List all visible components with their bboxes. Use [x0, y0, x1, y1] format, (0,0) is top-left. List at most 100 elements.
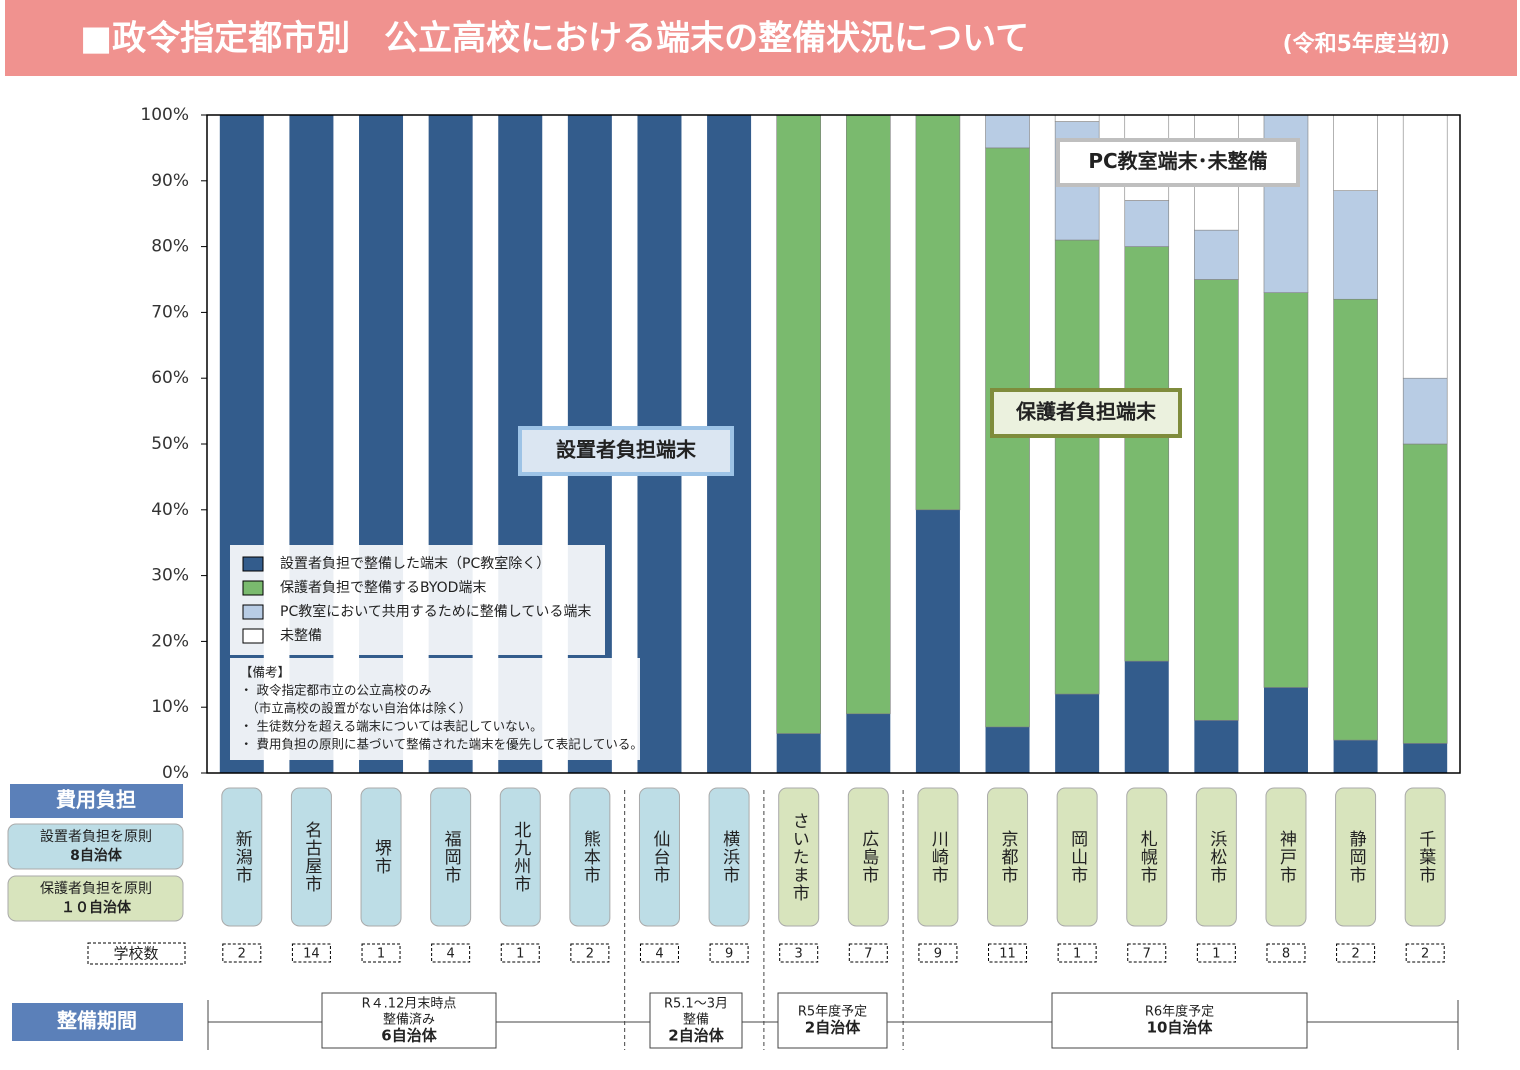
bar-segment [1333, 190, 1378, 300]
period-label: 整備 [683, 1012, 709, 1028]
city-box [499, 787, 541, 927]
x-tick-label: 川崎市 [928, 830, 949, 884]
x-tick-label: 千葉市 [1415, 830, 1436, 884]
y-tick-label: 100% [140, 105, 189, 125]
school-count: 9 [934, 947, 942, 962]
period-label: 2自治体 [668, 1027, 724, 1045]
title-bar [5, 0, 1517, 76]
x-tick-label: 静岡市 [1346, 830, 1367, 884]
count-box [639, 943, 679, 963]
bar-segment [846, 713, 891, 773]
school-count: 1 [377, 947, 385, 962]
row-label-box [7, 823, 184, 870]
y-tick-label: 0% [162, 763, 189, 783]
count-box [1266, 943, 1306, 963]
period-box [777, 992, 888, 1049]
bar-segment [1402, 114, 1448, 379]
period-label: 10自治体 [1147, 1019, 1214, 1037]
x-tick-label: 岡山市 [1067, 830, 1088, 884]
count-box [1196, 943, 1236, 963]
row-label: １０自治体 [61, 899, 132, 916]
count-box [709, 943, 749, 963]
city-box [778, 787, 820, 927]
bar-segment [1055, 694, 1100, 773]
bar-segment [1054, 239, 1100, 695]
row-label-box [87, 942, 186, 965]
bar-segment [915, 114, 961, 511]
note: ・ 生徒数分を超える端末については表記していない。 [240, 719, 543, 734]
city-box [360, 787, 402, 927]
notes-box [230, 658, 640, 760]
city-box [1195, 787, 1237, 927]
x-tick-label: さいたま市 [789, 812, 810, 902]
x-tick-label: 神戸市 [1276, 830, 1297, 884]
plot-frame [206, 114, 1461, 774]
count-box [779, 943, 819, 963]
period-label: R5年度予定 [798, 1004, 867, 1020]
title: ■政令指定都市別 公立高校における端末の整備状況について [80, 19, 1029, 59]
count-box [291, 943, 331, 963]
legend-label: 設置者負担で整備した端末（PC教室除く） [280, 555, 550, 572]
count-box [222, 943, 262, 963]
school-count: 3 [795, 947, 803, 962]
legend-swatch [242, 628, 264, 644]
school-count: 2 [1351, 947, 1359, 962]
period-label: R5.1～3月 [664, 997, 728, 1012]
row-label-box [7, 875, 184, 922]
y-tick-label: 40% [151, 500, 189, 520]
school-count: 7 [1143, 947, 1151, 962]
school-count: 11 [999, 947, 1016, 962]
x-tick-label: 仙台市 [649, 830, 670, 884]
bar-segment [1263, 292, 1309, 688]
note: 【備考】 [240, 665, 290, 680]
count-box [1405, 943, 1445, 963]
x-tick-label: 福岡市 [441, 830, 462, 884]
bar-segment [1403, 743, 1448, 773]
city-box [221, 787, 263, 927]
x-tick-label: 広島市 [858, 830, 879, 884]
city-box [1265, 787, 1307, 927]
x-tick-label: 堺市 [371, 839, 392, 875]
school-count: 1 [1073, 947, 1081, 962]
city-box [987, 787, 1029, 927]
school-count: 4 [446, 947, 454, 962]
x-tick-label: 横浜市 [719, 830, 740, 884]
school-count: 4 [655, 947, 663, 962]
bar-segment [915, 509, 960, 773]
bar-segment [1194, 720, 1239, 773]
x-tick-label: 名古屋市 [301, 821, 322, 893]
bar-segment [776, 114, 821, 734]
period-box [321, 992, 497, 1049]
school-count: 2 [1421, 947, 1429, 962]
count-box [1127, 943, 1167, 963]
note: ・ 政令指定都市立の公立高校のみ [240, 683, 431, 698]
city-box [708, 787, 750, 927]
x-tick-label: 京都市 [998, 830, 1019, 884]
annotation-box [518, 426, 734, 476]
y-tick-label: 80% [151, 237, 189, 257]
period-label: 整備済み [383, 1012, 435, 1028]
school-count: 9 [725, 947, 733, 962]
x-tick-label: 熊本市 [580, 830, 601, 884]
bar-segment [985, 726, 1030, 773]
period-box [1051, 992, 1308, 1049]
y-tick-label: 60% [151, 368, 189, 388]
city-box [1056, 787, 1098, 927]
bar-segment [1333, 114, 1378, 191]
legend-swatch [242, 556, 264, 572]
period-label: 6自治体 [381, 1027, 437, 1045]
x-tick-label: 浜松市 [1206, 830, 1227, 884]
school-count: 2 [238, 947, 246, 962]
bar-segment [1194, 279, 1239, 721]
period-label: 2自治体 [805, 1019, 861, 1037]
y-tick-label: 90% [151, 171, 189, 191]
bar-segment [1333, 298, 1378, 741]
legend-label: 保護者負担で整備するBYOD端末 [280, 580, 486, 596]
count-box [431, 943, 471, 963]
row-header [12, 1003, 183, 1041]
bar-segment [1124, 246, 1170, 662]
count-box [361, 943, 401, 963]
bar-segment [1402, 377, 1448, 445]
row-header [10, 784, 183, 818]
